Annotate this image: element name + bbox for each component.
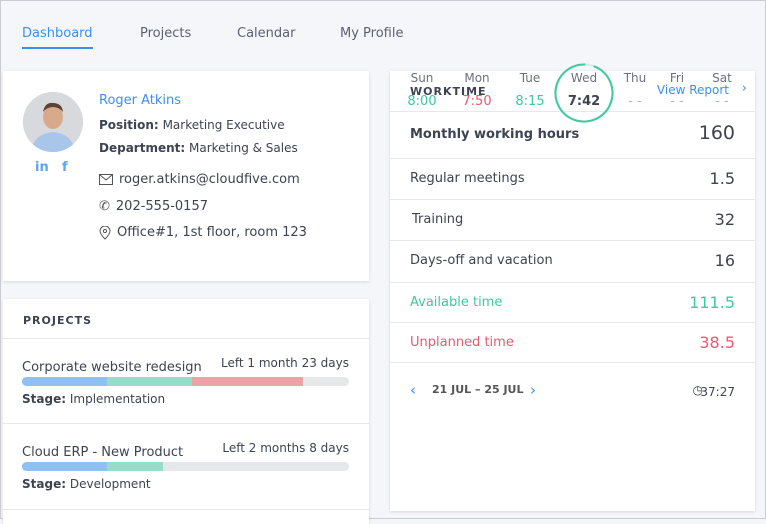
progress-segment [22, 377, 108, 386]
day-name: Sun [410, 71, 434, 85]
day-tue[interactable]: Tue 8:15 [505, 71, 555, 109]
avatar [23, 92, 83, 152]
clock-icon: ◷ [692, 383, 703, 397]
worktime-value: 38.5 [699, 333, 735, 352]
project-name: Cloud ERP - New Product [22, 445, 184, 460]
worktime-value: 111.5 [689, 293, 735, 312]
day-name: Tue [519, 71, 541, 85]
day-sun[interactable]: Sun 8:00 [397, 71, 447, 109]
day-time: - - [715, 94, 729, 109]
worktime-title: WORKTIME [410, 85, 487, 98]
day-time: - - [670, 94, 684, 109]
worktime-label: Days-off and vacation [410, 253, 553, 268]
worktime-row: Unplanned time 38.5 [390, 323, 755, 363]
day-name: Thu [623, 71, 647, 85]
prev-week-button[interactable]: ‹ [410, 381, 416, 399]
day-name: Wed [570, 71, 598, 85]
next-week-button[interactable]: › [530, 381, 536, 399]
day-time: 7:42 [567, 94, 601, 109]
tab-my-profile[interactable]: My Profile [340, 26, 404, 41]
day-name: Mon [464, 71, 490, 85]
worktime-value: 160 [698, 122, 735, 144]
project-stage: Stage: Implementation [22, 392, 166, 406]
tab-projects[interactable]: Projects [140, 26, 192, 41]
top-nav: Dashboard Projects Calendar My Profile [1, 1, 765, 61]
worktime-label: Regular meetings [410, 171, 525, 186]
office: Office#1, 1st floor, room 123 [99, 225, 307, 240]
worktime-row: Available time 111.5 [390, 283, 755, 323]
worktime-row: Training 32 [390, 200, 755, 241]
week-total: 37:27 [700, 385, 735, 399]
worktime-value: 1.5 [709, 169, 735, 188]
day-progress-ring [554, 63, 614, 123]
facebook-icon[interactable]: f [62, 160, 68, 175]
profile-card: in f Roger Atkins Position: Marketing Ex… [3, 71, 369, 281]
day-mon[interactable]: Mon 7:50 [452, 71, 502, 109]
worktime-value: 32 [714, 210, 735, 229]
day-time: 8:00 [407, 94, 437, 109]
worktime-label: Training [412, 212, 464, 227]
email[interactable]: roger.atkins@cloudfive.com [99, 172, 300, 187]
day-name: Fri [669, 71, 685, 85]
worktime-row: Regular meetings 1.5 [390, 159, 755, 200]
project-name: Corporate website redesign [22, 360, 202, 375]
linkedin-icon[interactable]: in [35, 160, 49, 175]
day-time: - - [628, 94, 642, 109]
day-time: 7:50 [462, 94, 492, 109]
project-item[interactable]: Cloud ERP - New Product Left 2 months 8 … [22, 441, 349, 491]
chevron-right-icon[interactable]: › [741, 81, 747, 96]
day-fri[interactable]: Fri - - [652, 71, 702, 109]
week-range: 21 JUL – 25 JUL [432, 383, 524, 396]
worktime-row: Monthly working hours 160 [390, 112, 755, 159]
project-progress-bar [22, 377, 349, 386]
worktime-label: Unplanned time [410, 335, 514, 350]
worktime-value: 16 [714, 251, 735, 270]
location-pin-icon [99, 225, 111, 240]
progress-segment [107, 377, 193, 386]
project-time-left: Left 1 month 23 days [220, 356, 349, 370]
department: Department: Marketing & Sales [99, 141, 298, 155]
day-thu[interactable]: Thu - - [610, 71, 660, 109]
tab-calendar[interactable]: Calendar [237, 26, 296, 41]
project-progress-bar [22, 462, 349, 471]
day-name: Sat [712, 71, 732, 85]
day-wed[interactable]: Wed 7:42 [554, 63, 614, 123]
phone[interactable]: ✆ 202-555-0157 [99, 199, 208, 214]
worktime-row: Days-off and vacation 16 [390, 241, 755, 283]
worktime-card: WORKTIME View Report › Monthly working h… [390, 63, 755, 511]
worktime-label: Monthly working hours [410, 127, 580, 142]
tab-dashboard[interactable]: Dashboard [22, 26, 93, 49]
view-report-link[interactable]: View Report [656, 83, 729, 97]
day-sat[interactable]: Sat - - [697, 71, 747, 109]
day-time: 8:15 [515, 94, 545, 109]
progress-segment [192, 377, 304, 386]
project-time-left: Left 2 months 8 days [222, 441, 349, 455]
projects-card: PROJECTS Corporate website redesign Left… [3, 299, 369, 524]
project-item[interactable]: Corporate website redesign Left 1 month … [22, 356, 349, 406]
profile-name[interactable]: Roger Atkins [99, 93, 182, 108]
progress-segment [22, 462, 108, 471]
projects-title: PROJECTS [23, 314, 92, 327]
progress-segment [107, 462, 163, 471]
position: Position: Marketing Executive [99, 118, 285, 132]
phone-icon: ✆ [99, 199, 110, 214]
worktime-label: Available time [410, 295, 503, 310]
mail-icon [99, 174, 113, 185]
project-stage: Stage: Development [22, 477, 151, 491]
